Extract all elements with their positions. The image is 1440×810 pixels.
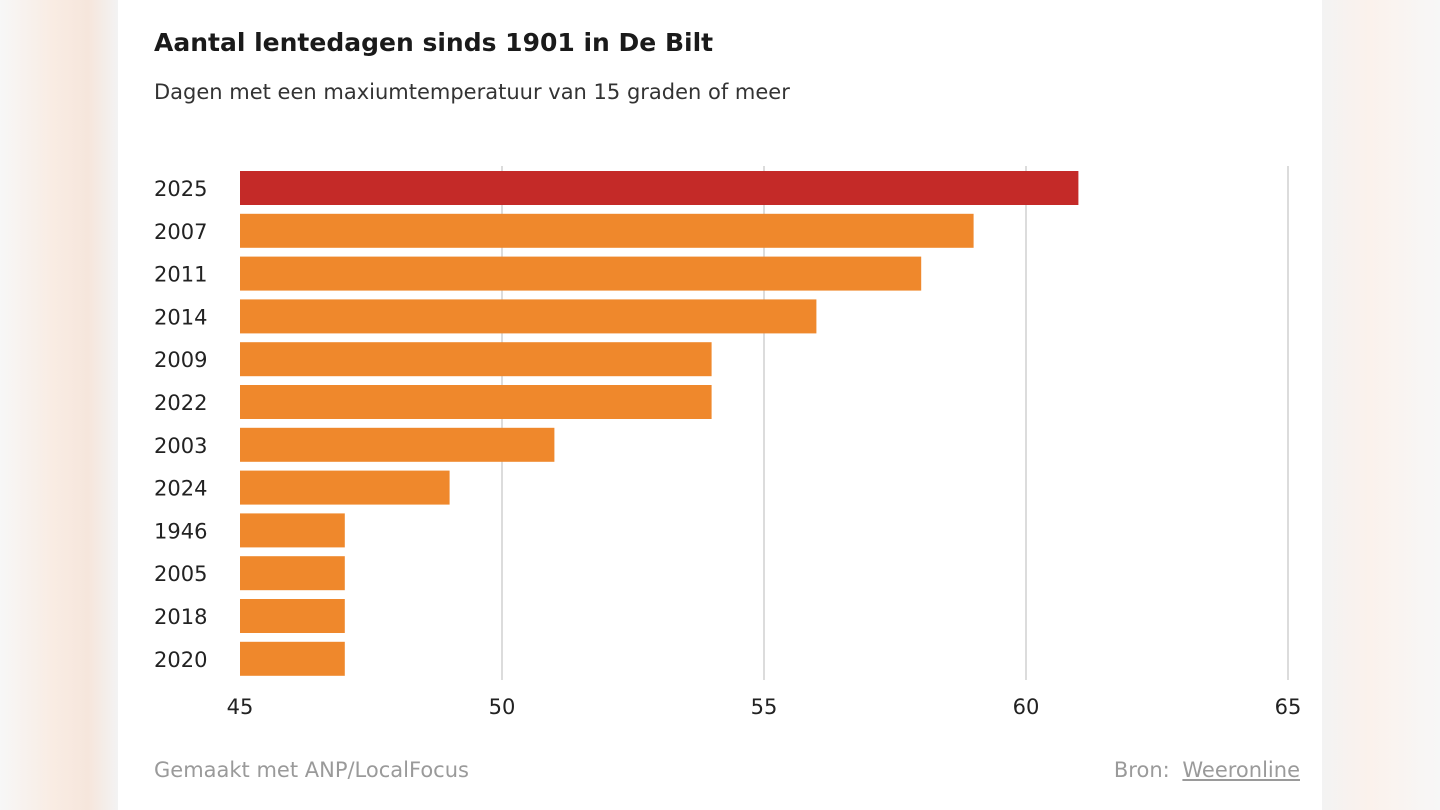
bar-2018 (240, 599, 345, 633)
category-label: 2018 (154, 605, 207, 629)
category-label: 2014 (154, 305, 207, 329)
category-label: 2009 (154, 348, 207, 372)
credit-text: Gemaakt met ANP/LocalFocus (154, 758, 469, 782)
bar-2005 (240, 556, 345, 591)
chart-card: Aantal lentedagen sinds 1901 in De Bilt … (118, 0, 1322, 810)
category-label: 2005 (154, 562, 207, 586)
category-label: 2011 (154, 263, 207, 287)
bar-2003 (240, 427, 555, 462)
category-label: 2007 (154, 220, 207, 244)
bar-1946 (240, 513, 345, 548)
bar-2022 (240, 385, 712, 419)
category-label: 2022 (154, 391, 207, 415)
category-label: 1946 (154, 519, 207, 543)
bar-2011 (240, 256, 922, 291)
category-label: 2025 (154, 177, 207, 201)
bar-2009 (240, 342, 712, 377)
bar-2007 (240, 213, 974, 248)
category-label: 2003 (154, 434, 207, 458)
category-label: 2024 (154, 477, 207, 501)
bar-chart: 2025 2007 2011 2014 2009 2022 2003 2024 1946 2005… (154, 166, 1302, 719)
source-link[interactable]: Weeronline (1182, 758, 1300, 782)
x-tick-label: 60 (1013, 695, 1040, 719)
chart-title: Aantal lentedagen sinds 1901 in De Bilt (154, 28, 714, 57)
bar-2024 (240, 470, 450, 505)
x-tick-label: 45 (227, 695, 254, 719)
x-tick-label: 50 (489, 695, 516, 719)
background-blur-left (0, 0, 118, 810)
x-tick-label: 65 (1275, 695, 1302, 719)
chart-subtitle: Dagen met een maxiumtemperatuur van 15 g… (154, 80, 790, 104)
x-tick-label: 55 (751, 695, 778, 719)
source-label: Bron: (1113, 758, 1170, 782)
category-label: 2020 (154, 648, 207, 672)
bar-2025 (240, 171, 1079, 205)
bar-2014 (240, 299, 817, 334)
background-blur-right (1322, 0, 1440, 810)
bar-2020 (240, 641, 345, 676)
source-line: Bron: Weeronline (1114, 758, 1300, 782)
